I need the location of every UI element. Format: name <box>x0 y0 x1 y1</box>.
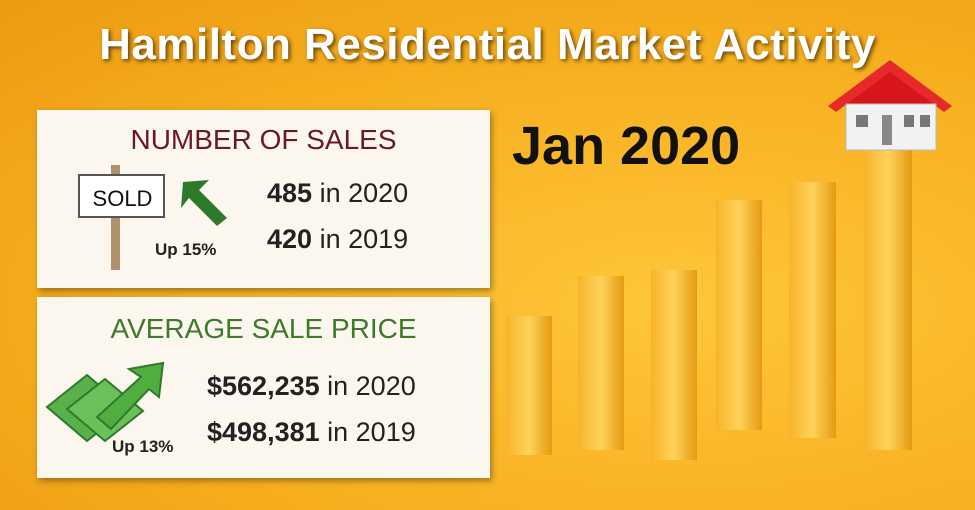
price-value: $498,381 <box>207 417 320 447</box>
sales-card: NUMBER OF SALES SOLD Up 15% 485 in 2020 … <box>37 110 490 288</box>
money-icon <box>45 361 165 443</box>
title: Hamilton Residential Market Activity <box>99 20 876 69</box>
sales-heading: NUMBER OF SALES <box>130 124 397 155</box>
sales-value: 420 <box>267 224 313 254</box>
price-row: $562,235 in 2020 <box>207 371 416 402</box>
price-heading: AVERAGE SALE PRICE <box>110 313 417 344</box>
price-value: $562,235 <box>207 371 320 401</box>
price-row: $498,381 in 2019 <box>207 417 416 448</box>
sales-suffix: in 2019 <box>319 224 409 254</box>
price-change: Up 13% <box>112 437 174 456</box>
sales-row: 420 in 2019 <box>267 224 408 255</box>
sales-suffix: in 2020 <box>319 178 409 208</box>
sales-row: 485 in 2020 <box>267 178 408 209</box>
price-suffix: in 2019 <box>327 417 416 447</box>
sold-sign-icon <box>78 165 227 270</box>
date: Jan 2020 <box>512 116 741 176</box>
price-suffix: in 2020 <box>327 371 416 401</box>
sales-value: 485 <box>267 178 313 208</box>
sales-change: Up 15% <box>155 240 217 259</box>
price-card: AVERAGE SALE PRICE Up 13% $562,235 in 20… <box>37 297 490 478</box>
sold-sign: SOLD <box>92 186 153 211</box>
decorative-bars <box>506 140 912 460</box>
house-icon <box>828 60 952 151</box>
